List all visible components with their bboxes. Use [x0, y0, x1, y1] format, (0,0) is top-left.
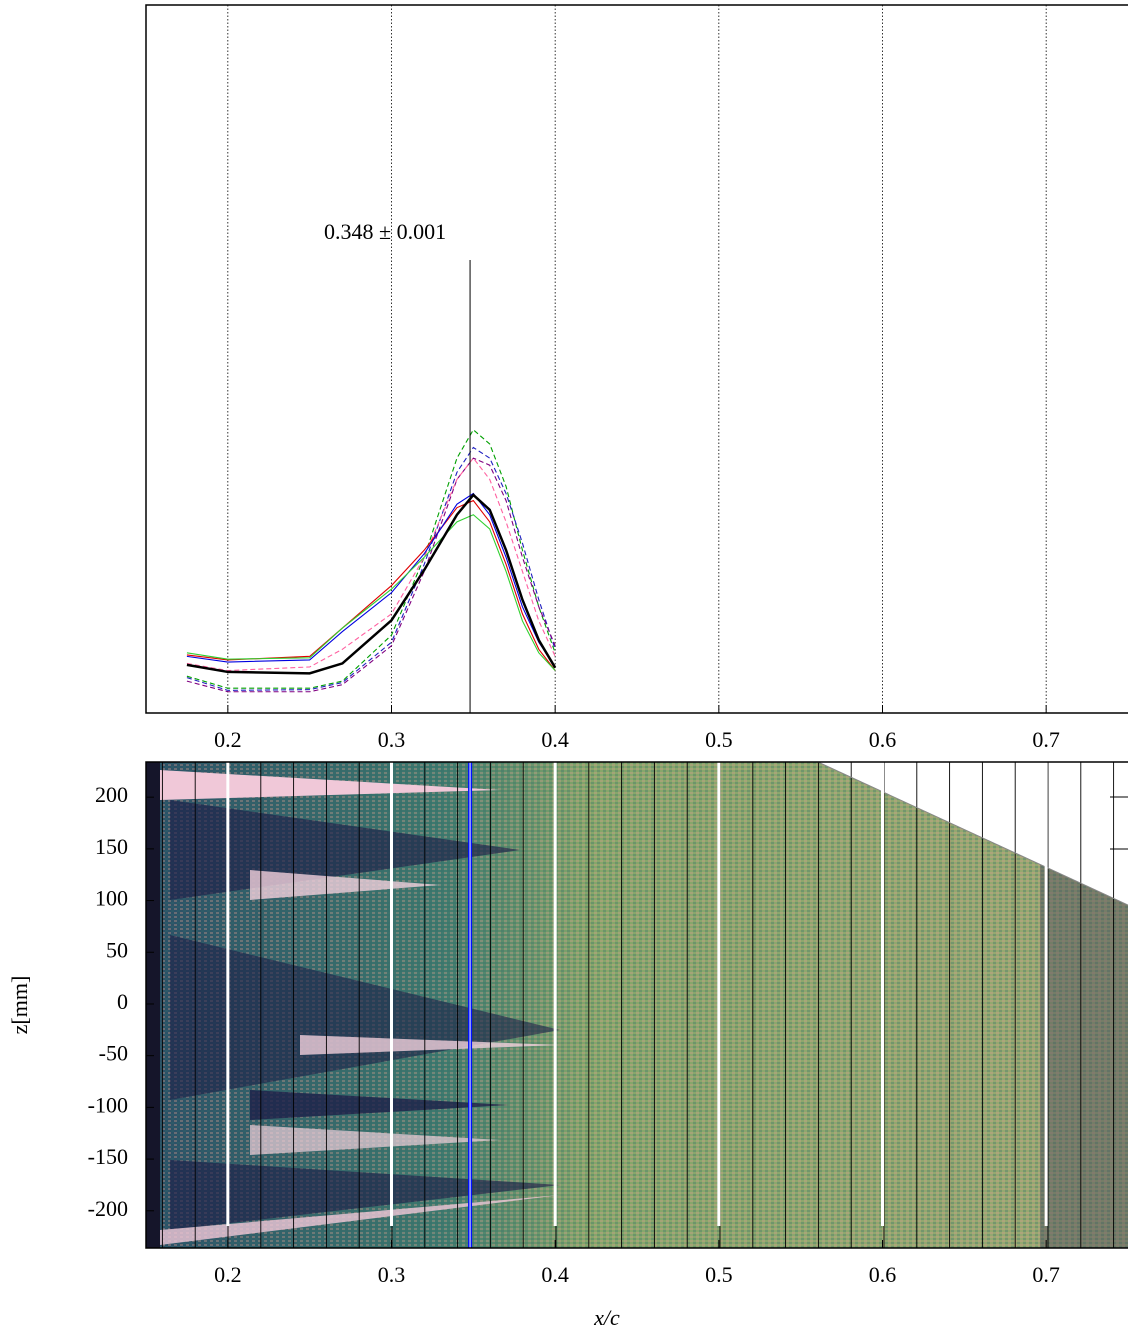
- x-tick-label: 0.5: [705, 727, 733, 752]
- x-tick-label: 0.7: [1032, 1262, 1060, 1287]
- x-axis-label: x/c: [593, 1305, 620, 1330]
- series-line: [186, 492, 556, 668]
- series-line: [186, 428, 556, 689]
- x-tick-label: 0.6: [869, 727, 897, 752]
- x-tick-label: 0.3: [378, 727, 406, 752]
- series-line: [186, 499, 556, 671]
- y-tick-label: 0: [117, 989, 128, 1014]
- heatmap-image: [146, 762, 1128, 1248]
- series-line: [186, 457, 556, 693]
- annotation-text: 0.348 ± 0.001: [324, 219, 446, 244]
- x-tick-label: 0.6: [869, 1262, 897, 1287]
- y-tick-label: -200: [88, 1196, 128, 1221]
- y-tick-label: -100: [88, 1092, 128, 1117]
- y-tick-label: -50: [99, 1041, 128, 1066]
- y-tick-label: 50: [106, 937, 128, 962]
- series-line: [186, 446, 556, 691]
- x-tick-label: 0.3: [378, 1262, 406, 1287]
- y-tick-label: 200: [95, 782, 128, 807]
- plot-frame: [145, 4, 1128, 714]
- image-edge: [817, 761, 1128, 906]
- y-tick-label: -150: [88, 1144, 128, 1169]
- x-tick-label: 0.4: [541, 727, 569, 752]
- x-tick-label: 0.2: [214, 727, 242, 752]
- series-line: [186, 493, 557, 675]
- x-tick-label: 0.7: [1032, 727, 1060, 752]
- y-tick-label: 150: [95, 834, 128, 859]
- y-tick-label: 100: [95, 886, 128, 911]
- series-line: [186, 457, 556, 672]
- x-tick-label: 0.2: [214, 1262, 242, 1287]
- x-tick-label: 0.4: [541, 1262, 569, 1287]
- x-tick-label: 0.5: [705, 1262, 733, 1287]
- plot-frame: [145, 761, 1128, 1249]
- y-axis-label: z[mm]: [7, 976, 32, 1035]
- series-line: [186, 514, 556, 671]
